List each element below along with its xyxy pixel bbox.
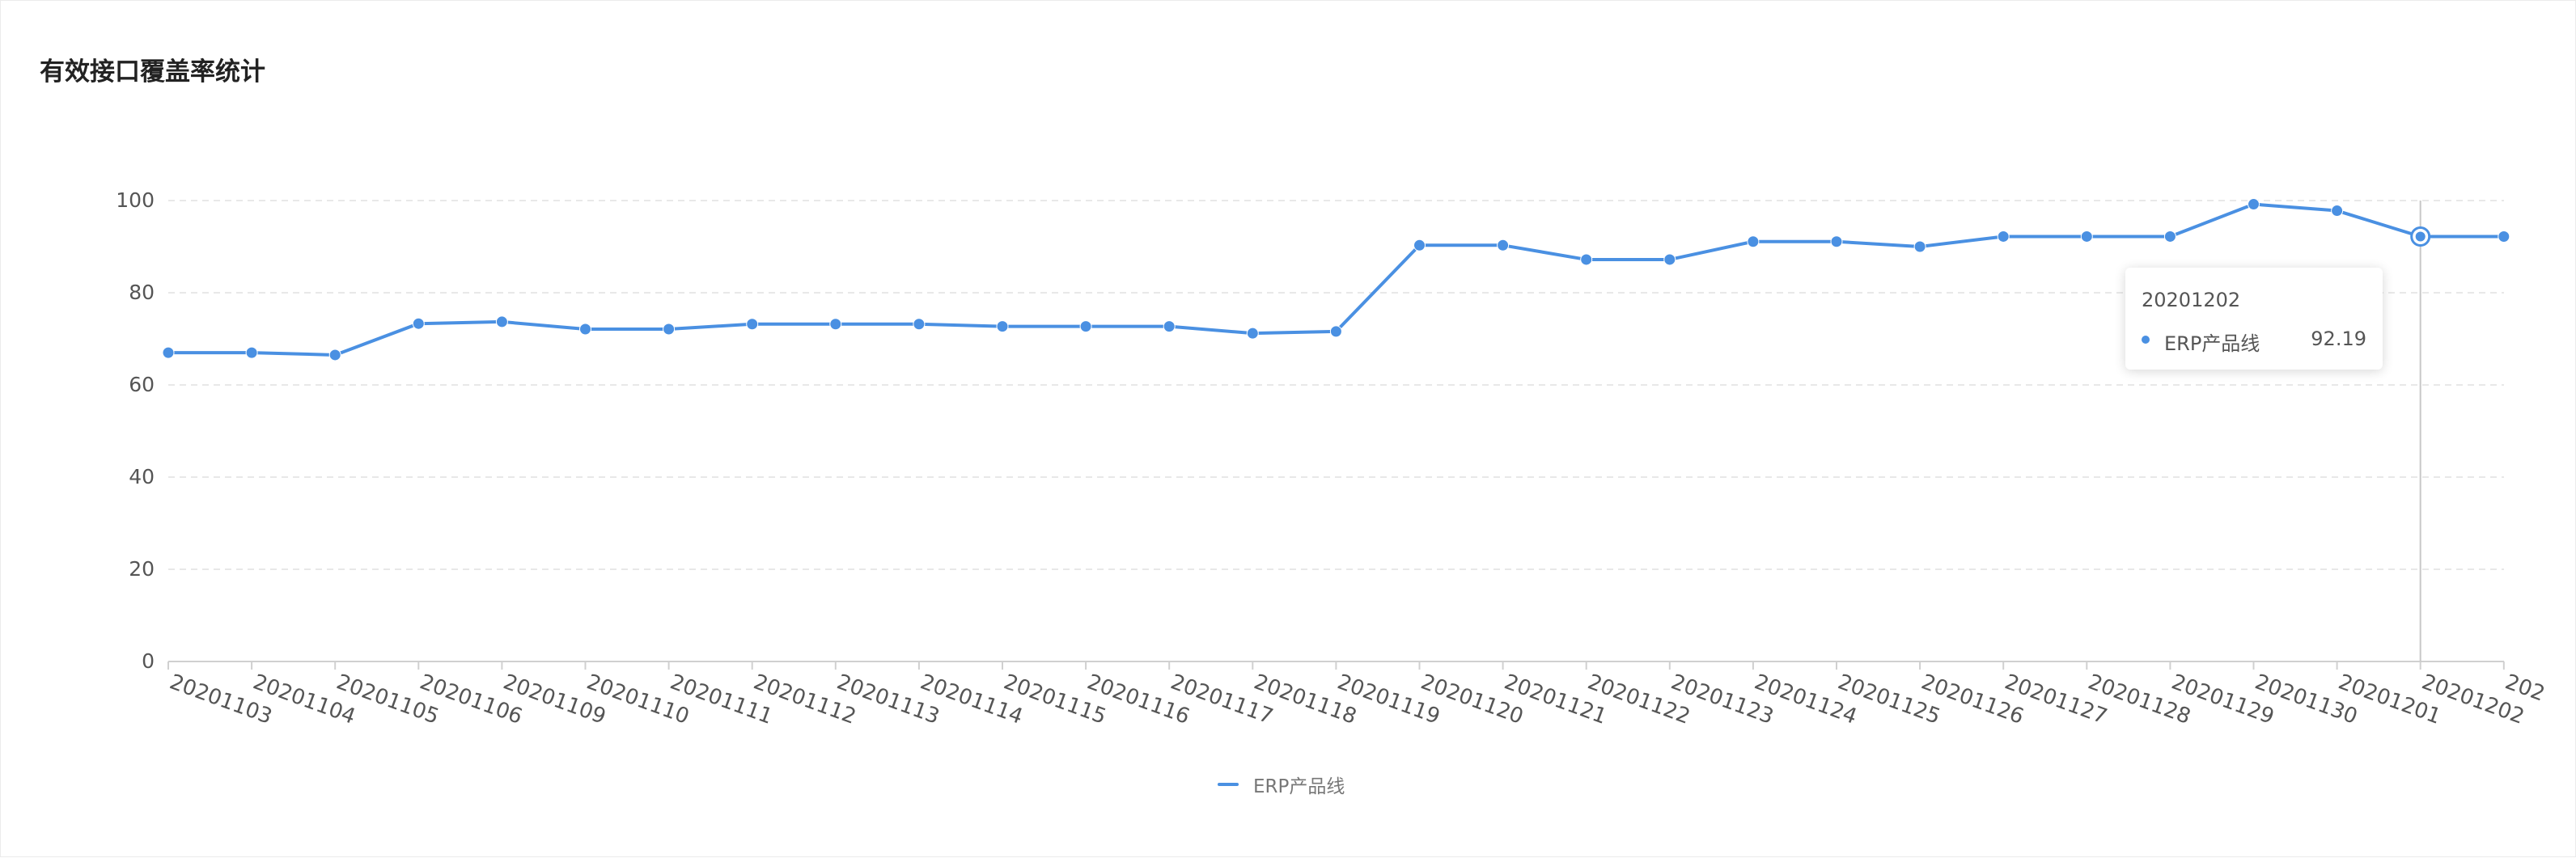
- data-point: [1413, 239, 1426, 251]
- data-point: [2163, 230, 2176, 243]
- data-point: [1163, 320, 1176, 333]
- data-point: [2498, 230, 2510, 243]
- data-point: [746, 318, 759, 331]
- data-point: [663, 323, 676, 336]
- data-point: [2331, 205, 2344, 218]
- tooltip-series-name: ERP产品线: [2164, 332, 2260, 355]
- legend[interactable]: ERP产品线: [1218, 772, 1345, 797]
- y-tick-label: 100: [116, 188, 155, 212]
- data-point: [412, 317, 425, 330]
- y-tick-label: 60: [129, 373, 155, 396]
- data-point: [328, 349, 341, 361]
- y-tick-label: 80: [129, 281, 155, 304]
- data-point: [1747, 235, 1760, 248]
- x-axis: [167, 661, 2505, 670]
- active-point: [2415, 231, 2426, 242]
- data-point: [2080, 230, 2093, 243]
- tooltip-title: 20201202: [2142, 289, 2241, 311]
- data-point: [1997, 230, 2010, 243]
- tooltip-value: 92.19: [2311, 328, 2366, 350]
- data-point: [495, 315, 508, 328]
- tooltip-series-dot: [2142, 336, 2150, 344]
- data-point: [1246, 327, 1259, 340]
- chart-tooltip: 20201202 ERP产品线 92.19: [2125, 268, 2383, 370]
- legend-swatch: [1218, 783, 1239, 786]
- data-point: [913, 318, 926, 331]
- grid-lines: [168, 200, 2504, 570]
- data-point: [1830, 235, 1843, 248]
- data-point: [1663, 253, 1676, 266]
- legend-label: ERP产品线: [1253, 776, 1345, 797]
- data-point: [1913, 240, 1926, 253]
- y-tick-label: 40: [129, 465, 155, 488]
- series-points[interactable]: [162, 198, 2510, 361]
- data-point: [1497, 239, 1510, 251]
- data-point: [1580, 253, 1593, 266]
- y-tick-label: 0: [142, 649, 155, 673]
- data-point: [162, 346, 175, 359]
- data-point: [829, 318, 842, 331]
- x-axis-labels: 2020110320201104202011052020110620201109…: [167, 670, 2548, 729]
- data-point: [1079, 320, 1092, 333]
- data-point: [245, 346, 258, 359]
- y-tick-label: 20: [129, 557, 155, 581]
- data-point: [2248, 198, 2260, 211]
- chart-title: 有效接口覆盖率统计: [40, 57, 265, 87]
- data-point: [579, 323, 591, 336]
- y-axis-labels: 0 20 40 60 80 100: [116, 188, 155, 673]
- data-point: [1329, 325, 1342, 338]
- data-point: [996, 320, 1009, 333]
